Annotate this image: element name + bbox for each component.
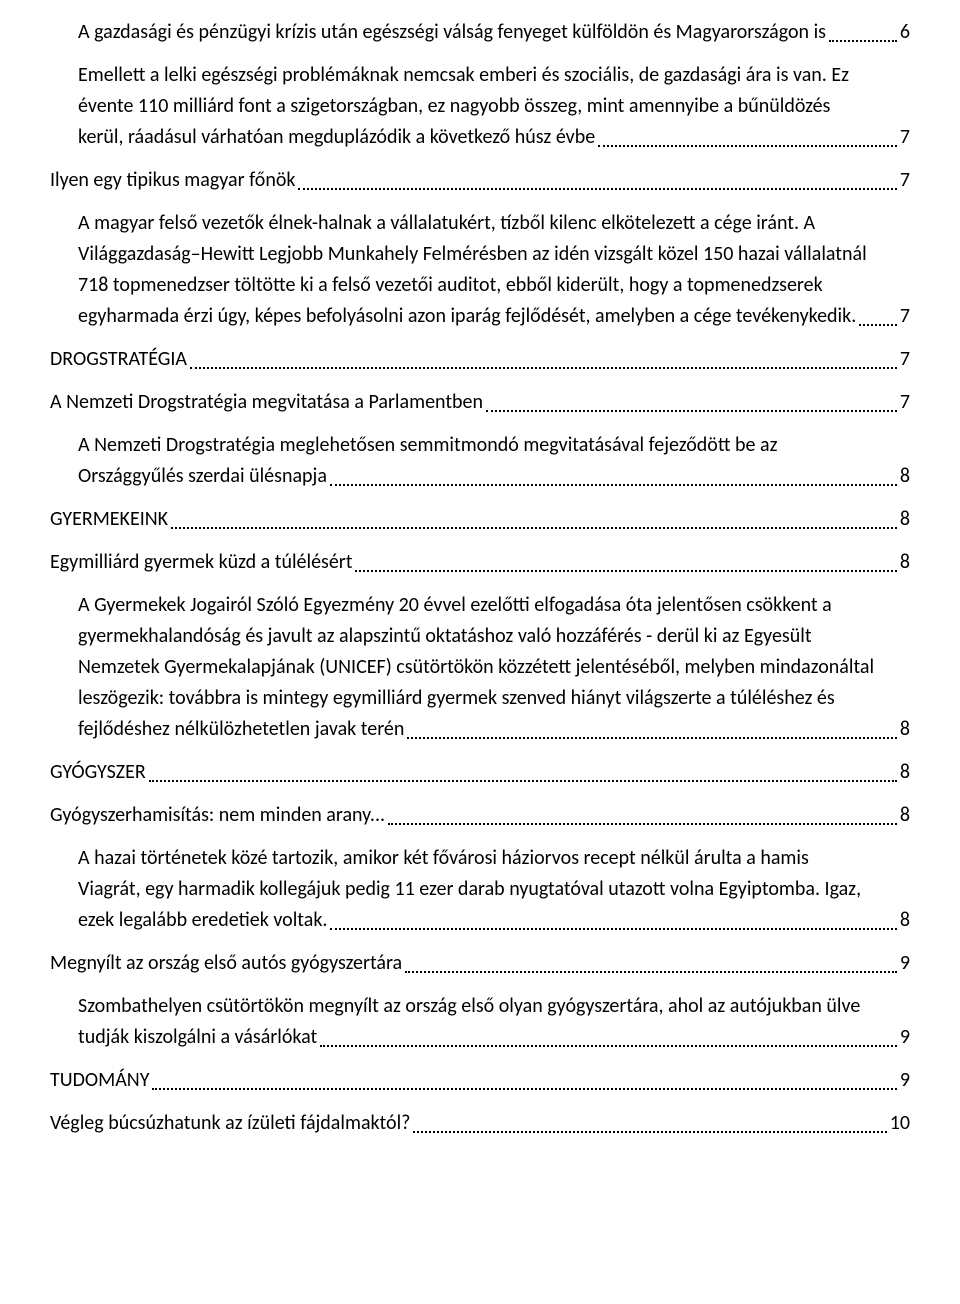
toc-entry: A Nemzeti Drogstratégia megvitatása a Pa…	[50, 388, 910, 417]
toc-entry-text: TUDOMÁNY	[50, 1066, 149, 1095]
toc-page-number: 6	[900, 18, 910, 47]
toc-page-number: 9	[900, 1066, 910, 1095]
toc-entry: Végleg búcsúzhatunk az ízületi fájdalmak…	[50, 1109, 910, 1138]
toc-dot-leader	[330, 927, 896, 930]
toc-entry: GYÓGYSZER 8	[50, 758, 910, 787]
toc-dot-leader	[190, 366, 897, 369]
toc-entry: Megnyílt az ország első autós gyógyszert…	[50, 949, 910, 978]
toc-entry-line: Világgazdaság–Hewitt Legjobb Munkahely F…	[78, 240, 910, 269]
toc-page-number: 7	[900, 123, 910, 152]
toc-entry-text: Végleg búcsúzhatunk az ízületi fájdalmak…	[50, 1109, 410, 1138]
toc-dot-leader	[149, 779, 897, 782]
toc-dot-leader	[413, 1130, 886, 1133]
toc-page-number: 7	[900, 345, 910, 374]
toc-entry-line: A Gyermekek Jogairól Szóló Egyezmény 20 …	[78, 591, 910, 620]
toc-entry: ezek legalább eredetiek voltak. 8	[78, 906, 910, 935]
toc-dot-leader	[152, 1087, 896, 1090]
toc-entry-line: Szombathelyen csütörtökön megnyílt az or…	[78, 992, 910, 1021]
toc-entry-text: kerül, ráadásul várhatóan megduplázódik …	[78, 123, 595, 152]
toc-page-number: 8	[900, 462, 910, 491]
toc-dot-leader	[598, 144, 897, 147]
toc-entry-text: A gazdasági és pénzügyi krízis után egés…	[78, 18, 826, 47]
document-page: A gazdasági és pénzügyi krízis után egés…	[0, 0, 960, 1304]
toc-entry-text: Gyógyszerhamisítás: nem minden arany...	[50, 801, 385, 830]
toc-entry-line: leszögezik: továbbra is mintegy egymilli…	[78, 684, 910, 713]
toc-entry-text: Országgyűlés szerdai ülésnapja	[78, 462, 327, 491]
toc-entry: DROGSTRATÉGIA 7	[50, 345, 910, 374]
toc-dot-leader	[171, 526, 897, 529]
toc-entry-text: Egymilliárd gyermek küzd a túlélésért	[50, 548, 352, 577]
toc-entry: tudják kiszolgálni a vásárlókat 9	[78, 1023, 910, 1052]
toc-dot-leader	[355, 569, 896, 572]
toc-entry-line: 718 topmenedzser töltötte ki a felső vez…	[78, 271, 910, 300]
toc-entry: Gyógyszerhamisítás: nem minden arany... 8	[50, 801, 910, 830]
toc-entry-line: Nemzetek Gyermekalapjának (UNICEF) csütö…	[78, 653, 910, 682]
toc-entry-line: A magyar felső vezetők élnek-halnak a vá…	[78, 209, 910, 238]
toc-entry-text: fejlődéshez nélkülözhetetlen javak terén	[78, 715, 404, 744]
toc-dot-leader	[486, 409, 897, 412]
toc-page-number: 8	[900, 758, 910, 787]
toc-dot-leader	[330, 483, 897, 486]
toc-entry-line: Viagrát, egy harmadik kollegájuk pedig 1…	[78, 875, 910, 904]
toc-page-number: 8	[900, 548, 910, 577]
toc-entry: kerül, ráadásul várhatóan megduplázódik …	[78, 123, 910, 152]
toc-page-number: 8	[900, 715, 910, 744]
toc-entry-line: A hazai történetek közé tartozik, amikor…	[78, 844, 910, 873]
toc-page-number: 9	[900, 949, 910, 978]
toc-dot-leader	[829, 39, 897, 42]
toc-entry-text: A Nemzeti Drogstratégia megvitatása a Pa…	[50, 388, 483, 417]
toc-entry-text: GYERMEKEINK	[50, 505, 168, 534]
toc-page-number: 9	[900, 1023, 910, 1052]
toc-page-number: 7	[900, 388, 910, 417]
toc-page-number: 8	[900, 801, 910, 830]
toc-entry: GYERMEKEINK 8	[50, 505, 910, 534]
toc-entry-line: Emellett a lelki egészségi problémáknak …	[78, 61, 910, 90]
toc-entry: A gazdasági és pénzügyi krízis után egés…	[78, 18, 910, 47]
toc-entry: Ilyen egy tipikus magyar főnök 7	[50, 166, 910, 195]
toc-dot-leader	[405, 970, 897, 973]
toc-entry-text: Megnyílt az ország első autós gyógyszert…	[50, 949, 402, 978]
toc-entry: egyharmada érzi úgy, képes befolyásolni …	[78, 302, 910, 331]
toc-entry-text: tudják kiszolgálni a vásárlókat	[78, 1023, 317, 1052]
toc-page-number: 7	[900, 166, 910, 195]
toc-entry: Országgyűlés szerdai ülésnapja 8	[78, 462, 910, 491]
toc-entry: TUDOMÁNY 9	[50, 1066, 910, 1095]
toc-entry-line: A Nemzeti Drogstratégia meglehetősen sem…	[78, 431, 910, 460]
toc-entry: fejlődéshez nélkülözhetetlen javak terén…	[78, 715, 910, 744]
toc-entry-text: Ilyen egy tipikus magyar főnök	[50, 166, 295, 195]
toc-entry-text: egyharmada érzi úgy, képes befolyásolni …	[78, 302, 856, 331]
toc-entry-text: ezek legalább eredetiek voltak.	[78, 906, 327, 935]
toc-dot-leader	[320, 1044, 897, 1047]
toc-dot-leader	[388, 822, 897, 825]
toc-page-number: 8	[900, 505, 910, 534]
toc-entry-line: gyermekhalandóság és javult az alapszint…	[78, 622, 910, 651]
toc-page-number: 7	[900, 302, 910, 331]
toc-dot-leader	[298, 187, 896, 190]
toc-entry-line: évente 110 milliárd font a szigetországb…	[78, 92, 910, 121]
toc-dot-leader	[859, 323, 897, 326]
toc-entry-text: GYÓGYSZER	[50, 758, 146, 787]
toc-dot-leader	[407, 736, 896, 739]
toc-page-number: 10	[890, 1109, 910, 1138]
toc-entry: Egymilliárd gyermek küzd a túlélésért 8	[50, 548, 910, 577]
toc-page-number: 8	[900, 906, 910, 935]
toc-entry-text: DROGSTRATÉGIA	[50, 345, 187, 374]
